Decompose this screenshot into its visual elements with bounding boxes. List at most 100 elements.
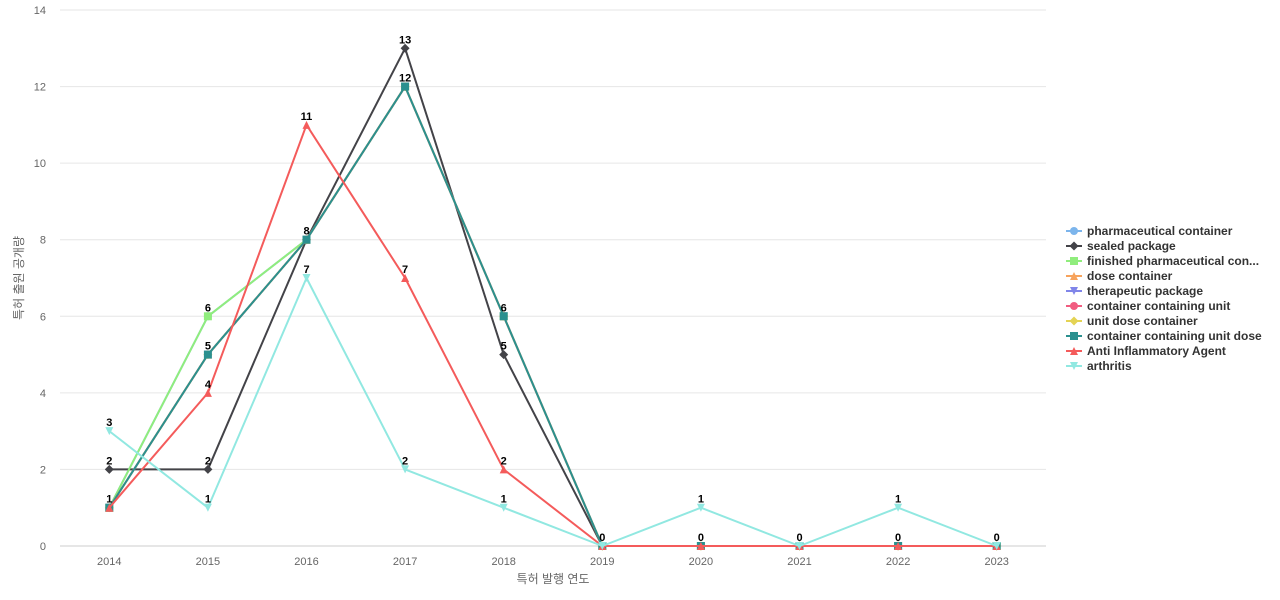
data-label: 5: [205, 341, 211, 353]
y-tick-label: 2: [40, 464, 46, 476]
x-axis-ticks: 2014 2015 2016 2017 2018 2019 2020 2021 2022 2023: [97, 556, 1009, 568]
x-tick-label: 2020: [689, 556, 713, 568]
legend-item: pharmaceutical container: [1066, 224, 1233, 238]
point-marker: [696, 503, 705, 512]
point-marker: [401, 274, 410, 282]
legend-label: dose container: [1087, 269, 1173, 283]
data-label: 13: [399, 34, 411, 46]
legend-item: therapeutic package: [1066, 284, 1203, 298]
data-label: 0: [994, 532, 1000, 544]
data-label: 1: [501, 494, 507, 506]
x-tick-label: 2016: [294, 556, 318, 568]
legend-item: sealed package: [1066, 239, 1176, 253]
y-tick-label: 8: [40, 235, 46, 247]
data-label: 12: [399, 73, 411, 85]
point-marker: [795, 542, 804, 550]
x-tick-label: 2014: [97, 556, 121, 568]
point-marker: [894, 503, 903, 512]
data-label: 0: [796, 532, 802, 544]
legend-item: container containing unit dose: [1066, 329, 1262, 343]
point-marker: [1070, 362, 1078, 370]
data-label: 8: [303, 226, 309, 238]
point-marker: [203, 503, 212, 512]
point-marker: [499, 503, 508, 512]
y-tick-label: 4: [40, 388, 46, 400]
data-label: 2: [106, 455, 112, 467]
data-label: 6: [501, 302, 507, 314]
point-marker: [1070, 347, 1078, 355]
series-8: [105, 120, 1001, 550]
legend-label: finished pharmaceutical con...: [1087, 254, 1259, 268]
data-label: 7: [303, 264, 309, 276]
series-9: [105, 274, 1001, 550]
point-marker: [1069, 316, 1079, 326]
point-marker: [104, 464, 114, 474]
point-marker: [598, 542, 607, 550]
point-marker: [499, 465, 508, 474]
point-marker: [1070, 227, 1078, 235]
data-label: 3: [106, 417, 112, 429]
point-marker: [499, 350, 509, 360]
data-label: 1: [106, 494, 112, 506]
legend-item: arthritis: [1066, 359, 1132, 373]
point-marker: [105, 427, 114, 436]
x-tick-label: 2021: [787, 556, 811, 568]
x-tick-label: 2023: [984, 556, 1008, 568]
data-label: 0: [599, 532, 605, 544]
point-marker: [401, 465, 410, 474]
data-label: 1: [698, 494, 704, 506]
point-marker: [1070, 257, 1078, 265]
data-label: 4: [205, 379, 212, 391]
data-label: 0: [895, 532, 901, 544]
data-label: 1: [895, 494, 901, 506]
y-tick-label: 6: [40, 311, 46, 323]
point-marker: [203, 388, 212, 397]
legend-item: finished pharmaceutical con...: [1066, 254, 1259, 268]
point-marker: [203, 350, 212, 359]
point-marker: [1070, 302, 1078, 310]
x-tick-label: 2015: [196, 556, 220, 568]
series-lines: [104, 43, 1002, 551]
y-axis-ticks: 0 2 4 6 8 10 12 14: [34, 5, 46, 553]
x-tick-label: 2018: [491, 556, 515, 568]
y-tick-label: 14: [34, 5, 46, 17]
point-marker: [1070, 272, 1078, 280]
data-label: 0: [698, 532, 704, 544]
point-marker: [302, 235, 311, 244]
legend-label: unit dose container: [1087, 314, 1198, 328]
data-label: 2: [501, 455, 507, 467]
point-marker: [105, 503, 114, 512]
point-marker: [203, 312, 212, 321]
data-label: 5: [501, 341, 507, 353]
y-tick-label: 0: [40, 541, 46, 553]
legend-item: dose container: [1066, 269, 1173, 283]
point-marker: [1070, 332, 1078, 340]
legend-label: container containing unit: [1087, 299, 1230, 313]
x-tick-label: 2017: [393, 556, 417, 568]
point-marker: [203, 464, 213, 474]
point-marker: [499, 312, 508, 321]
data-label: 11: [301, 111, 313, 123]
legend-label: pharmaceutical container: [1087, 224, 1233, 238]
point-marker: [894, 542, 903, 550]
legend-item: container containing unit: [1066, 299, 1230, 313]
data-label: 2: [205, 455, 211, 467]
point-marker: [696, 542, 705, 550]
series-line: [108, 277, 998, 547]
legend-label: arthritis: [1087, 359, 1132, 373]
point-marker: [992, 542, 1001, 550]
data-label: 6: [205, 302, 211, 314]
data-label: 2: [402, 455, 408, 467]
point-marker: [1070, 287, 1078, 295]
x-axis-title: 특허 발행 연도: [517, 571, 590, 586]
data-label: 1: [205, 494, 211, 506]
point-marker: [1069, 241, 1079, 251]
point-marker: [302, 120, 311, 129]
y-tick-label: 12: [34, 82, 46, 94]
y-tick-label: 10: [34, 158, 46, 170]
legend-label: container containing unit dose: [1087, 329, 1262, 343]
legend-label: sealed package: [1087, 239, 1176, 253]
x-tick-label: 2019: [590, 556, 614, 568]
